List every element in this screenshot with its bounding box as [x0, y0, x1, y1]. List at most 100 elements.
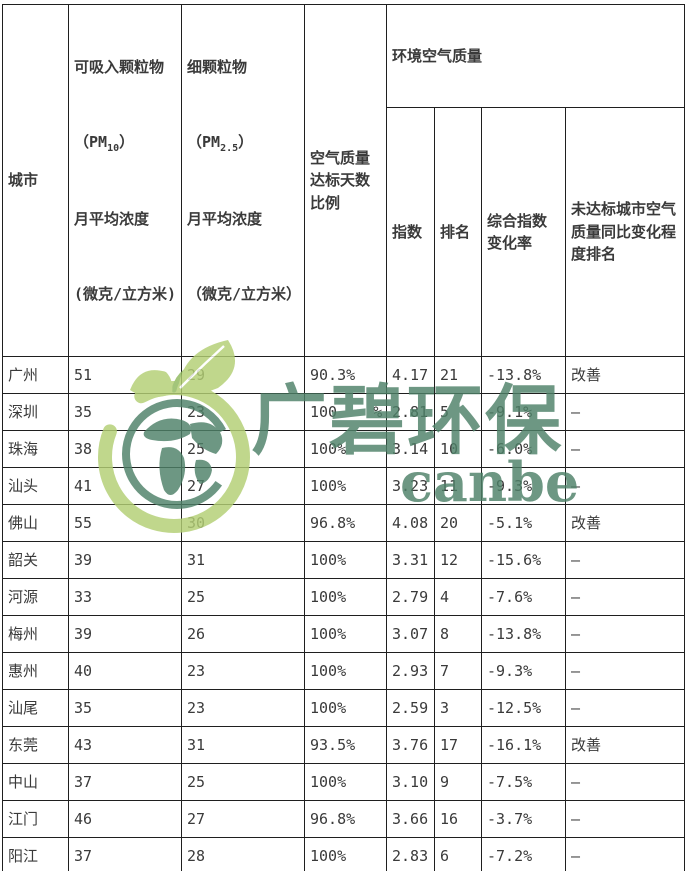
cell-city: 深圳 [2, 393, 69, 431]
cell-pm25: 23 [181, 689, 305, 727]
cell-city: 汕尾 [2, 689, 69, 727]
cell-status: — [564, 615, 686, 653]
cell-pm10: 33 [68, 578, 182, 616]
cell-index: 3.23 [386, 467, 435, 505]
header-pm10-formula: （PM10） [74, 133, 135, 154]
cell-change: -13.8% [481, 615, 566, 653]
cell-pm10: 38 [68, 430, 182, 468]
cell-pm25: 23 [181, 393, 305, 431]
cell-ratio: 100% [304, 652, 387, 690]
cell-status: — [564, 541, 686, 579]
header-pm25-line3: （微克/立方米） [187, 285, 302, 303]
cell-rank: 12 [434, 541, 482, 579]
table-row: 珠海 38 25 100% 3.14 10 -6.0% — [2, 430, 686, 468]
cell-city: 韶关 [2, 541, 69, 579]
cell-pm25: 30 [181, 504, 305, 542]
cell-status: — [564, 393, 686, 431]
table-row: 深圳 35 23 100 % 2.81 5 -9.1% — [2, 393, 686, 431]
header-pm10-line1: 可吸入颗粒物 [74, 58, 165, 76]
cell-status: 改善 [564, 726, 686, 764]
cell-rank: 9 [434, 763, 482, 801]
cell-city: 东莞 [2, 726, 69, 764]
cell-city: 江门 [2, 800, 69, 838]
cell-change: -7.6% [481, 578, 566, 616]
cell-status: — [564, 800, 686, 838]
cell-change: -15.6% [481, 541, 566, 579]
table-row: 韶关 39 31 100% 3.31 12 -15.6% — [2, 541, 686, 579]
cell-city: 佛山 [2, 504, 69, 542]
cell-pm10: 43 [68, 726, 182, 764]
cell-change: -13.8% [481, 356, 566, 394]
cell-pm10: 39 [68, 541, 182, 579]
cell-pm25: 31 [181, 726, 305, 764]
cell-city: 中山 [2, 763, 69, 801]
cell-rank: 17 [434, 726, 482, 764]
cell-status: — [564, 578, 686, 616]
cell-index: 3.31 [386, 541, 435, 579]
cell-index: 3.07 [386, 615, 435, 653]
cell-rank: 11 [434, 467, 482, 505]
cell-change: -9.3% [481, 467, 566, 505]
table-row: 东莞 43 31 93.5% 3.76 17 -16.1% 改善 [2, 726, 686, 764]
header-pm25-line2: 月平均浓度 [187, 210, 263, 228]
cell-ratio: 100% [304, 541, 387, 579]
table-row: 汕尾 35 23 100% 2.59 3 -12.5% — [2, 689, 686, 727]
cell-ratio: 96.8% [304, 504, 387, 542]
cell-city: 阳江 [2, 837, 69, 871]
cell-index: 2.83 [386, 837, 435, 871]
cell-ratio: 100% [304, 578, 387, 616]
cell-rank: 5 [434, 393, 482, 431]
header-pm10-line2: 月平均浓度 [74, 210, 150, 228]
cell-pm10: 40 [68, 652, 182, 690]
cell-change: -16.1% [481, 726, 566, 764]
cell-pm10: 55 [68, 504, 182, 542]
cell-ratio: 100% [304, 837, 387, 871]
cell-pm10: 46 [68, 800, 182, 838]
cell-pm25: 25 [181, 430, 305, 468]
cell-ratio: 100% [304, 430, 387, 468]
header-pm10: 可吸入颗粒物 （PM10） 月平均浓度 (微克/立方米) [68, 4, 182, 357]
cell-rank: 16 [434, 800, 482, 838]
cell-pm10: 37 [68, 837, 182, 871]
cell-status: 改善 [564, 504, 686, 542]
cell-change: -3.7% [481, 800, 566, 838]
table-row: 江门 46 27 96.8% 3.66 16 -3.7% — [2, 800, 686, 838]
cell-pm10: 41 [68, 467, 182, 505]
cell-pm10: 35 [68, 393, 182, 431]
cell-pm25: 31 [181, 541, 305, 579]
cell-change: -7.5% [481, 763, 566, 801]
cell-pm25: 25 [181, 763, 305, 801]
cell-pm25: 23 [181, 652, 305, 690]
cell-rank: 20 [434, 504, 482, 542]
header-index: 指数 [386, 107, 435, 357]
table-row: 汕头 41 27 100% 3.23 11 -9.3% — [2, 467, 686, 505]
cell-change: -12.5% [481, 689, 566, 727]
cell-rank: 3 [434, 689, 482, 727]
pm25-subscript: 2.5 [220, 143, 239, 154]
cell-status: — [564, 430, 686, 468]
header-pm25: 细颗粒物 （PM2.5） 月平均浓度 （微克/立方米） [181, 4, 305, 357]
cell-index: 3.14 [386, 430, 435, 468]
table-row: 梅州 39 26 100% 3.07 8 -13.8% — [2, 615, 686, 653]
cell-change: -9.3% [481, 652, 566, 690]
cell-pm10: 39 [68, 615, 182, 653]
pm10-subscript: 10 [107, 143, 120, 154]
cell-status: — [564, 467, 686, 505]
cell-ratio: 93.5% [304, 726, 387, 764]
cell-index: 3.10 [386, 763, 435, 801]
cell-index: 3.66 [386, 800, 435, 838]
cell-ratio: 96.8% [304, 800, 387, 838]
cell-index: 4.17 [386, 356, 435, 394]
header-pm10-line3: (微克/立方米) [74, 285, 177, 303]
cell-pm10: 37 [68, 763, 182, 801]
cell-ratio: 100 % [304, 393, 387, 431]
cell-rank: 21 [434, 356, 482, 394]
header-index-change: 综合指数变化率 [481, 107, 566, 357]
cell-status: — [564, 763, 686, 801]
cell-status: — [564, 689, 686, 727]
cell-rank: 10 [434, 430, 482, 468]
cell-change: -5.1% [481, 504, 566, 542]
table-row: 中山 37 25 100% 3.10 9 -7.5% — [2, 763, 686, 801]
cell-ratio: 100% [304, 689, 387, 727]
